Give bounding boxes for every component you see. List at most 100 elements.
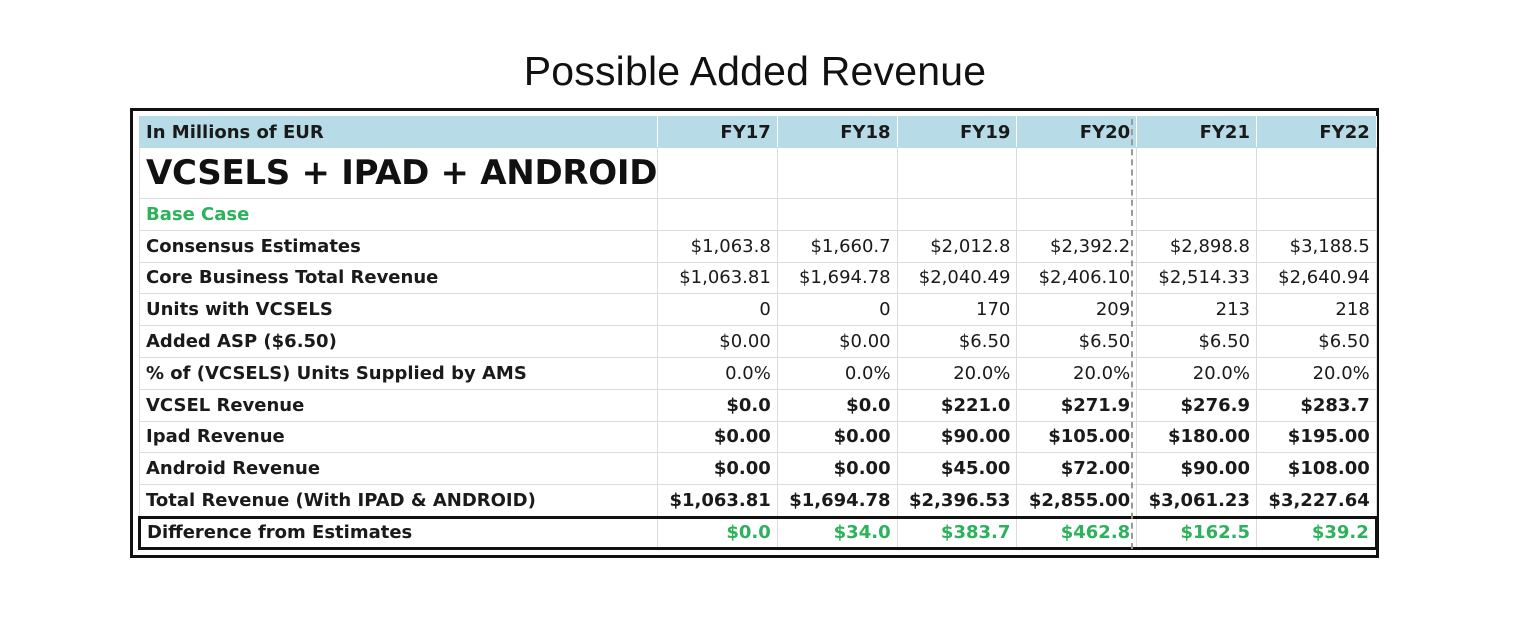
table-cell: $2,396.53 [896, 484, 1018, 518]
table-cell: $45.00 [896, 452, 1018, 486]
table-cell: 218 [1255, 293, 1377, 327]
row-label: Consensus Estimates [139, 229, 658, 263]
unit-label: In Millions of EUR [139, 116, 658, 148]
column-header-fy20: FY20 [1016, 116, 1138, 148]
table-cell: $271.9 [1016, 388, 1138, 422]
row-label: Units with VCSELS [139, 293, 658, 327]
table-cell: 213 [1136, 293, 1257, 327]
table-cell: $0.0 [776, 388, 898, 422]
table-row: Ipad Revenue $0.00 $0.00 $90.00 $105.00 … [139, 420, 1377, 454]
empty-cell [776, 147, 898, 199]
table-cell: $221.0 [896, 388, 1018, 422]
table-cell: 0.0% [776, 356, 898, 390]
table-cell: $105.00 [1016, 420, 1138, 454]
row-label: % of (VCSELS) Units Supplied by AMS [139, 356, 658, 390]
empty-cell [1016, 198, 1138, 231]
table-cell: $162.5 [1136, 515, 1257, 550]
row-label: Total Revenue (With IPAD & ANDROID) [139, 484, 658, 518]
table-cell: 209 [1016, 293, 1138, 327]
table-row: VCSEL Revenue $0.0 $0.0 $221.0 $271.9 $2… [139, 388, 1377, 422]
row-label: Difference from Estimates [138, 515, 658, 550]
column-header-fy17: FY17 [657, 116, 778, 148]
table-cell: $2,040.49 [896, 261, 1018, 295]
table-cell: $6.50 [896, 325, 1018, 358]
table-cell: $72.00 [1016, 452, 1138, 486]
table-cell: 20.0% [1136, 356, 1257, 390]
table-cell: $6.50 [1255, 325, 1377, 358]
row-label: Android Revenue [139, 452, 658, 486]
empty-cell [657, 198, 778, 231]
table-cell: $34.0 [776, 515, 898, 550]
empty-cell [1136, 147, 1257, 199]
table-cell: $2,392.2 [1016, 229, 1138, 263]
column-header-fy22: FY22 [1255, 116, 1377, 148]
table-cell: $1,063.81 [657, 261, 778, 295]
table-cell: 0 [657, 293, 778, 327]
empty-cell [657, 147, 778, 199]
table-header-row: In Millions of EUR FY17 FY18 FY19 FY20 F… [139, 116, 1377, 148]
table-row: Core Business Total Revenue $1,063.81 $1… [139, 261, 1377, 295]
empty-cell [776, 198, 898, 231]
table-cell: $1,694.78 [776, 261, 898, 295]
table-cell: $1,063.81 [657, 484, 778, 518]
table-cell: 20.0% [1255, 356, 1377, 390]
table-cell: 20.0% [1016, 356, 1138, 390]
table-cell: $6.50 [1016, 325, 1138, 358]
table-cell: $2,406.10 [1016, 261, 1138, 295]
table-cell: $0.00 [657, 420, 778, 454]
empty-cell [1136, 198, 1257, 231]
table-cell: $0.0 [657, 515, 778, 550]
table-cell: $180.00 [1136, 420, 1257, 454]
empty-cell [1255, 147, 1377, 199]
table-cell: 170 [896, 293, 1018, 327]
table-cell: $0.00 [776, 452, 898, 486]
table-cell: $2,855.00 [1016, 484, 1138, 518]
group-row: VCSELS + IPAD + ANDROID [139, 147, 1377, 199]
forecast-divider [1131, 119, 1133, 549]
table-cell: $0.00 [657, 325, 778, 358]
table-row: Added ASP ($6.50) $0.00 $0.00 $6.50 $6.5… [139, 325, 1377, 358]
table-row: Total Revenue (With IPAD & ANDROID) $1,0… [139, 484, 1377, 518]
table-cell: $90.00 [1136, 452, 1257, 486]
table-row: % of (VCSELS) Units Supplied by AMS 0.0%… [139, 356, 1377, 390]
row-label: Ipad Revenue [139, 420, 658, 454]
revenue-table: In Millions of EUR FY17 FY18 FY19 FY20 F… [138, 116, 1378, 550]
table-cell: $108.00 [1255, 452, 1377, 486]
column-header-fy21: FY21 [1136, 116, 1257, 148]
page-title: Possible Added Revenue [523, 48, 987, 94]
table-cell: $1,694.78 [776, 484, 898, 518]
table-cell: $3,227.64 [1255, 484, 1377, 518]
table-cell: $2,898.8 [1136, 229, 1257, 263]
table-cell: $276.9 [1136, 388, 1257, 422]
table-cell: $462.8 [1016, 515, 1138, 550]
table-cell: $6.50 [1136, 325, 1257, 358]
table-cell: $0.0 [657, 388, 778, 422]
column-header-fy18: FY18 [776, 116, 898, 148]
table-cell: $383.7 [896, 515, 1018, 550]
empty-cell [896, 198, 1018, 231]
table-cell: $3,061.23 [1136, 484, 1257, 518]
row-label: Added ASP ($6.50) [139, 325, 658, 358]
table-row: Consensus Estimates $1,063.8 $1,660.7 $2… [139, 229, 1377, 263]
group-label: VCSELS + IPAD + ANDROID [139, 147, 658, 199]
table-cell: 20.0% [896, 356, 1018, 390]
row-label: Core Business Total Revenue [139, 261, 658, 295]
case-row: Base Case [139, 198, 1377, 231]
revenue-table-frame: In Millions of EUR FY17 FY18 FY19 FY20 F… [130, 108, 1379, 558]
table-row: Android Revenue $0.00 $0.00 $45.00 $72.0… [139, 452, 1377, 486]
table-cell: $0.00 [776, 325, 898, 358]
table-cell: $283.7 [1255, 388, 1377, 422]
table-cell: $2,514.33 [1136, 261, 1257, 295]
table-cell: $90.00 [896, 420, 1018, 454]
empty-cell [896, 147, 1018, 199]
table-cell: $0.00 [657, 452, 778, 486]
table-cell: $1,063.8 [657, 229, 778, 263]
table-cell: $2,012.8 [896, 229, 1018, 263]
table-cell: $2,640.94 [1255, 261, 1377, 295]
table-cell: $3,188.5 [1255, 229, 1377, 263]
table-cell: $0.00 [776, 420, 898, 454]
case-label: Base Case [139, 198, 658, 231]
difference-row: Difference from Estimates $0.0 $34.0 $38… [138, 515, 1378, 550]
table-cell: 0.0% [657, 356, 778, 390]
table-row: Units with VCSELS 0 0 170 209 213 218 [139, 293, 1377, 327]
